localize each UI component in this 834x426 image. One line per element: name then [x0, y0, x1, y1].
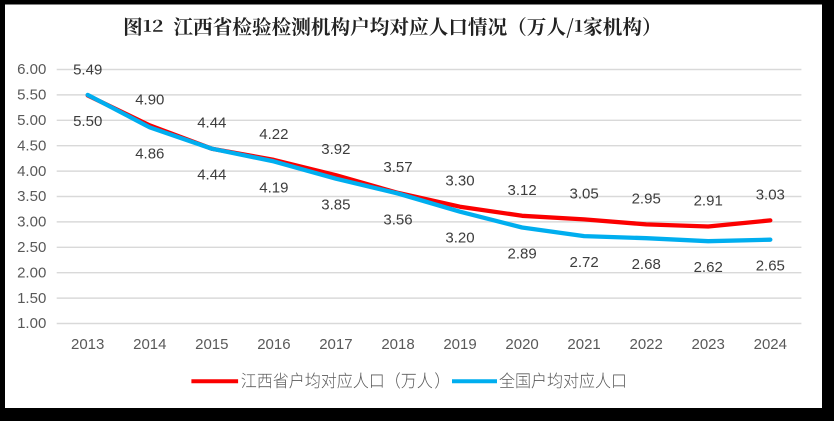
- svg-text:3.00: 3.00: [17, 214, 46, 231]
- svg-text:2022: 2022: [630, 336, 663, 353]
- svg-text:2018: 2018: [381, 336, 414, 353]
- svg-text:3.56: 3.56: [383, 211, 412, 228]
- svg-text:3.12: 3.12: [507, 182, 536, 199]
- svg-text:2023: 2023: [692, 336, 725, 353]
- svg-text:4.22: 4.22: [259, 126, 288, 143]
- svg-text:2017: 2017: [319, 336, 352, 353]
- svg-text:3.05: 3.05: [569, 185, 598, 202]
- svg-text:3.92: 3.92: [321, 141, 350, 158]
- svg-text:1.00: 1.00: [17, 315, 46, 332]
- svg-text:3.50: 3.50: [17, 188, 46, 205]
- svg-text:2024: 2024: [754, 336, 787, 353]
- svg-text:3.30: 3.30: [445, 173, 474, 190]
- svg-text:4.90: 4.90: [135, 91, 164, 108]
- svg-text:6.00: 6.00: [17, 61, 46, 78]
- svg-text:2013: 2013: [71, 336, 104, 353]
- svg-text:1.50: 1.50: [17, 290, 46, 307]
- svg-text:4.19: 4.19: [259, 179, 288, 196]
- svg-text:2.65: 2.65: [756, 258, 785, 275]
- svg-text:2.00: 2.00: [17, 264, 46, 281]
- svg-text:5.49: 5.49: [73, 61, 102, 78]
- svg-text:5.50: 5.50: [17, 87, 46, 104]
- svg-text:2021: 2021: [567, 336, 600, 353]
- svg-text:3.20: 3.20: [445, 230, 474, 247]
- svg-text:4.44: 4.44: [197, 115, 226, 132]
- svg-text:2019: 2019: [443, 336, 476, 353]
- svg-text:4.86: 4.86: [135, 145, 164, 162]
- svg-text:3.85: 3.85: [321, 197, 350, 214]
- svg-text:2.50: 2.50: [17, 239, 46, 256]
- svg-text:4.44: 4.44: [197, 167, 226, 184]
- svg-text:2015: 2015: [195, 336, 228, 353]
- svg-text:3.57: 3.57: [383, 159, 412, 176]
- svg-text:2020: 2020: [505, 336, 538, 353]
- svg-text:2016: 2016: [257, 336, 290, 353]
- svg-text:4.00: 4.00: [17, 163, 46, 180]
- svg-text:5.50: 5.50: [73, 113, 102, 130]
- svg-text:2.68: 2.68: [632, 256, 661, 273]
- svg-text:4.50: 4.50: [17, 137, 46, 154]
- svg-text:2.95: 2.95: [632, 190, 661, 207]
- svg-text:2.62: 2.62: [694, 259, 723, 276]
- svg-text:2014: 2014: [133, 336, 166, 353]
- svg-text:2.91: 2.91: [694, 193, 723, 210]
- svg-text:2.72: 2.72: [569, 254, 598, 271]
- svg-text:3.03: 3.03: [756, 186, 785, 203]
- svg-text:5.00: 5.00: [17, 112, 46, 129]
- svg-text:2.89: 2.89: [507, 245, 536, 262]
